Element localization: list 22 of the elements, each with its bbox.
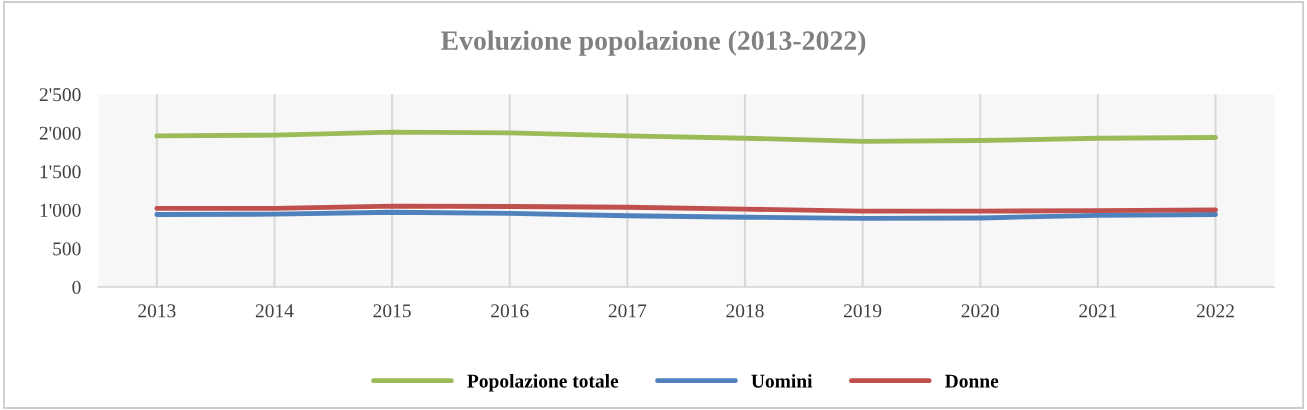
x-tick-label: 2015 — [373, 304, 411, 318]
y-tick-label: 1'500 — [40, 165, 81, 179]
x-tick-label: 2017 — [608, 304, 647, 318]
y-tick-label: 2'000 — [39, 126, 81, 140]
x-tick-label: 2019 — [844, 304, 882, 318]
legend-label: Donne — [945, 374, 999, 388]
x-tick-label: 2018 — [726, 304, 764, 318]
y-tick-label: 0 — [72, 280, 81, 294]
x-tick-label: 2013 — [138, 304, 176, 318]
x-tick-label: 2014 — [255, 304, 294, 318]
x-tick-label: 2020 — [961, 304, 999, 318]
legend-label: Popolazione totale — [467, 373, 619, 392]
line-series — [154, 209, 1218, 221]
y-tick-label: 500 — [53, 242, 81, 256]
y-tick-label: 1'000 — [40, 203, 81, 217]
chart-title: Evoluzione popolazione (2013-2022) — [441, 30, 866, 56]
x-tick-label: 2021 — [1079, 304, 1117, 318]
legend-label: Uomini — [751, 373, 813, 388]
y-tick-label: 2'500 — [39, 88, 81, 102]
x-tick-label: 2016 — [491, 304, 529, 318]
x-tick-label: 2022 — [1196, 304, 1234, 318]
line-series — [154, 129, 1218, 144]
